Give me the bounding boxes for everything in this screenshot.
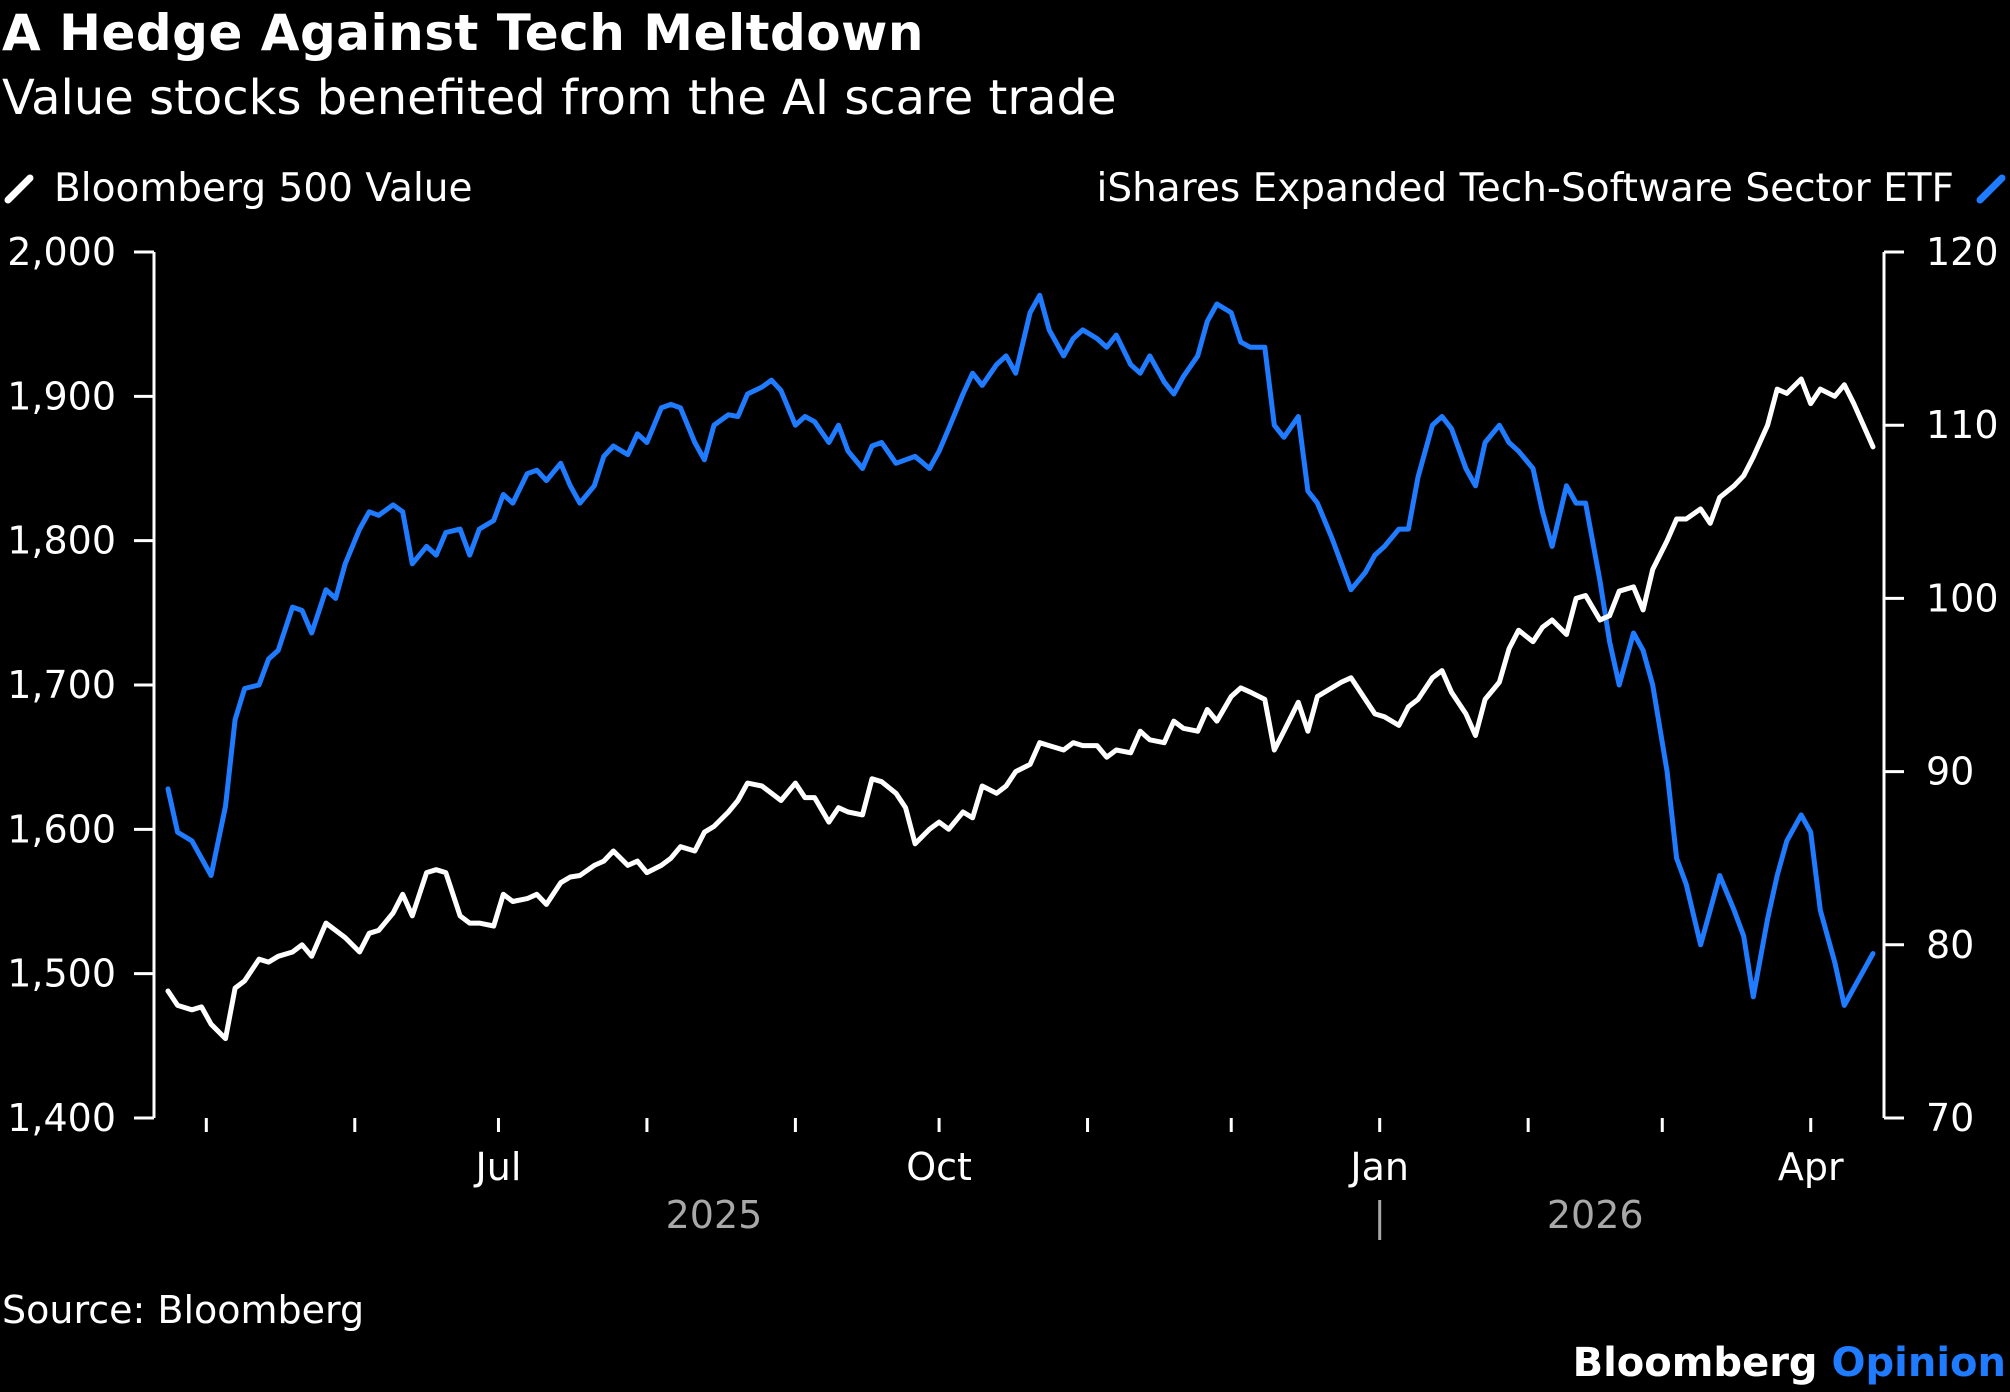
legend-label-value: Bloomberg 500 Value [54, 166, 473, 211]
x-tick-label: Oct [906, 1145, 972, 1189]
x-tick-label: Jan [1348, 1145, 1409, 1189]
y-left-tick-label: 1,400 [7, 1096, 116, 1140]
chart-subtitle: Value stocks benefited from the AI scare… [2, 70, 1117, 126]
brand-name: Bloomberg [1572, 1340, 1818, 1386]
y-right-tick-label: 70 [1926, 1096, 1974, 1140]
y-right-tick-label: 110 [1926, 403, 1999, 447]
legend-swatch-value [4, 174, 34, 203]
brand-opinion: Opinion [1831, 1340, 2007, 1386]
y-left-tick-label: 1,600 [7, 807, 116, 851]
x-tick-label: Apr [1778, 1145, 1844, 1189]
chart-axes: 1,400 1,500 1,600 1,700 1,800 1,900 2,000 70 80 9… [7, 230, 1999, 1240]
source-note: Source: Bloomberg [2, 1288, 365, 1332]
year-label: 2025 [666, 1193, 763, 1237]
series-line-tech [165, 292, 1876, 1008]
y-right-tick-label: 90 [1926, 750, 1974, 794]
legend-swatch-tech [1976, 174, 2006, 203]
chart-title: A Hedge Against Tech Meltdown [2, 4, 924, 62]
y-right-tick-label: 120 [1926, 230, 1999, 274]
legend-item-tech: iShares Expanded Tech-Software Sector ET… [1096, 166, 2006, 211]
legend-swatch-value-mark [4, 174, 34, 203]
y-right-tick-label: 80 [1926, 923, 1974, 967]
y-left-tick-label: 1,900 [7, 374, 116, 418]
series-line-value [165, 376, 1876, 1042]
brand-logo: Bloomberg Opinion [1573, 1340, 2006, 1386]
y-right-tick-label: 100 [1926, 576, 1999, 620]
y-left-tick-label: 1,800 [7, 519, 116, 563]
legend-label-tech: iShares Expanded Tech-Software Sector ET… [1096, 166, 1954, 211]
chart-series [165, 292, 1876, 1042]
year-label: 2026 [1547, 1193, 1644, 1237]
x-tick-label: Jul [474, 1145, 522, 1189]
y-left-tick-label: 1,500 [7, 952, 116, 996]
y-left-tick-label: 2,000 [7, 230, 116, 274]
legend-item-value: Bloomberg 500 Value [4, 166, 473, 211]
y-left-tick-label: 1,700 [7, 663, 116, 707]
legend-swatch-tech-mark [1976, 174, 2006, 203]
